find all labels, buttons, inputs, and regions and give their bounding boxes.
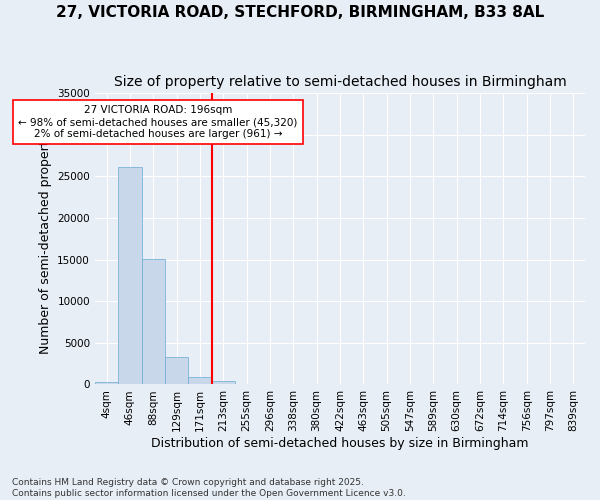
Bar — [188, 377, 212, 384]
Bar — [95, 382, 118, 384]
Title: Size of property relative to semi-detached houses in Birmingham: Size of property relative to semi-detach… — [113, 75, 566, 89]
Text: 27 VICTORIA ROAD: 196sqm
← 98% of semi-detached houses are smaller (45,320)
2% o: 27 VICTORIA ROAD: 196sqm ← 98% of semi-d… — [18, 106, 298, 138]
Bar — [142, 258, 165, 384]
Bar — [118, 167, 142, 384]
Text: 27, VICTORIA ROAD, STECHFORD, BIRMINGHAM, B33 8AL: 27, VICTORIA ROAD, STECHFORD, BIRMINGHAM… — [56, 5, 544, 20]
Bar — [165, 357, 188, 384]
X-axis label: Distribution of semi-detached houses by size in Birmingham: Distribution of semi-detached houses by … — [151, 437, 529, 450]
Text: Contains HM Land Registry data © Crown copyright and database right 2025.
Contai: Contains HM Land Registry data © Crown c… — [12, 478, 406, 498]
Bar — [212, 381, 235, 384]
Y-axis label: Number of semi-detached properties: Number of semi-detached properties — [39, 123, 52, 354]
